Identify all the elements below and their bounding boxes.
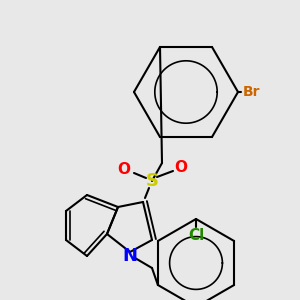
Text: S: S xyxy=(146,172,158,190)
Text: O: O xyxy=(118,163,130,178)
Text: Cl: Cl xyxy=(188,227,204,242)
Text: Br: Br xyxy=(243,85,260,99)
Text: O: O xyxy=(175,160,188,175)
Text: N: N xyxy=(122,247,137,265)
